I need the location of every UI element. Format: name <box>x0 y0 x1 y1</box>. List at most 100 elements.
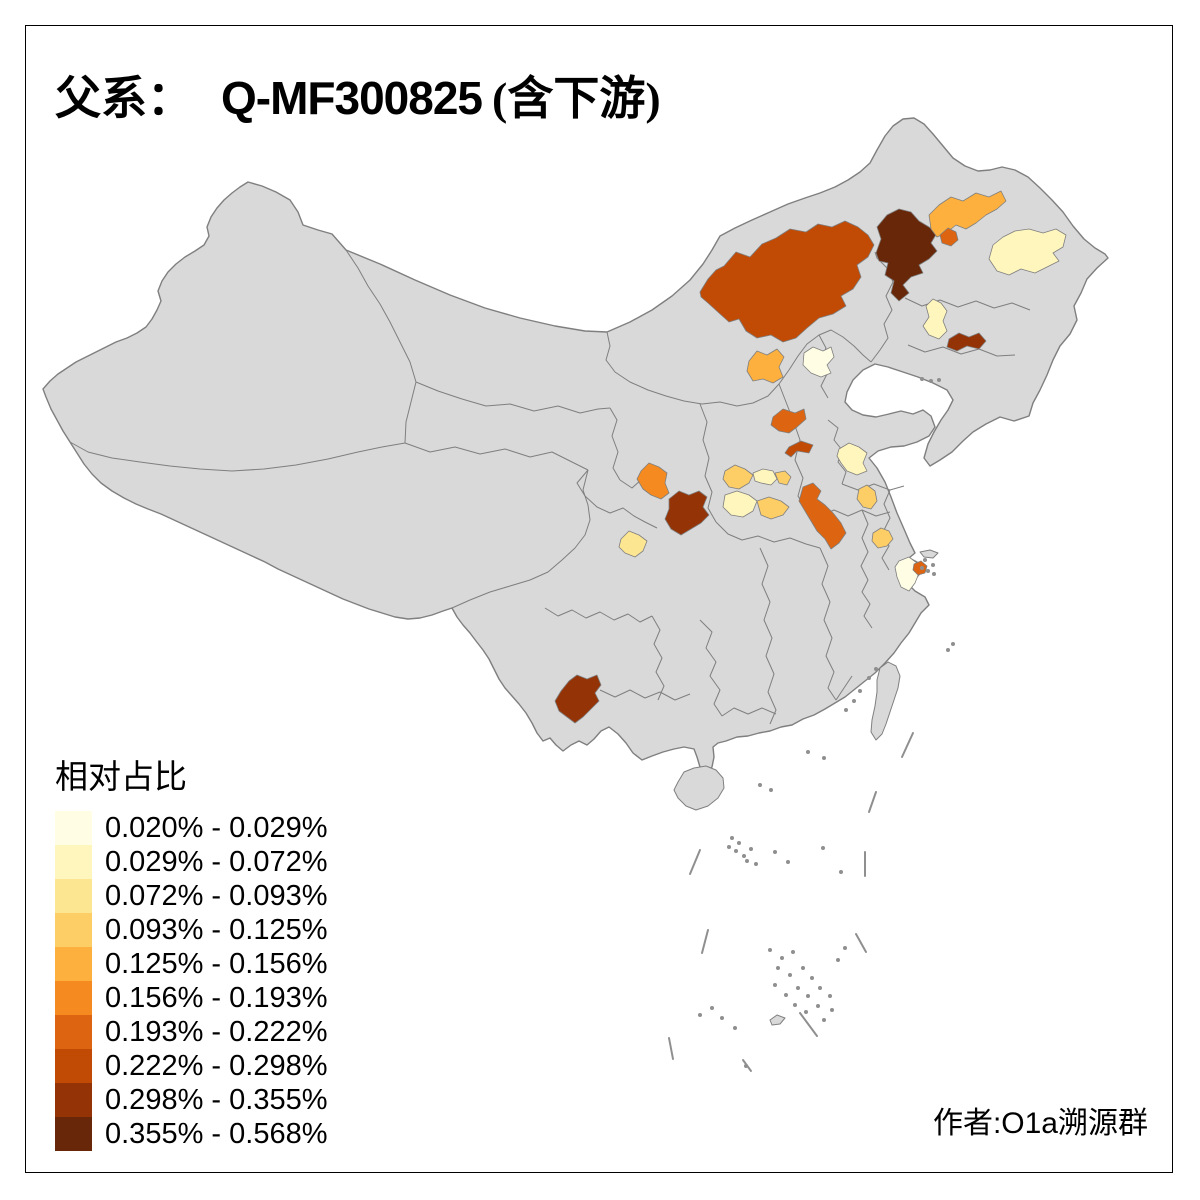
islet-44 <box>828 994 832 998</box>
islet-35 <box>776 966 780 970</box>
province-border-17 <box>904 297 1031 311</box>
legend-label-3: 0.072% - 0.093% <box>105 879 328 912</box>
legend-item-2: 0.029% - 0.072% <box>55 845 327 879</box>
region-zhumadian <box>756 496 790 520</box>
legend-swatch-6 <box>55 981 92 1015</box>
province-border-25 <box>651 615 665 701</box>
legend-title: 相对占比 <box>55 758 187 795</box>
islet-11 <box>858 689 862 693</box>
island-hainan <box>673 765 725 811</box>
islet-33 <box>780 956 784 960</box>
plot-title: 父系： Q-MF300825 (含下游) <box>55 62 661 128</box>
region-hubei-north <box>798 482 847 550</box>
legend-item-10: 0.355% - 0.568% <box>55 1117 327 1151</box>
legend-item-5: 0.125% - 0.156% <box>55 947 327 981</box>
title-haplogroup: Q-MF300825 <box>221 72 483 124</box>
islet-5 <box>920 566 924 570</box>
islet-12 <box>852 699 856 703</box>
legend-swatch-2 <box>55 845 92 879</box>
islet-31 <box>786 860 790 864</box>
islet-51 <box>698 1013 702 1017</box>
legend-item-7: 0.193% - 0.222% <box>55 1015 327 1049</box>
islet-1 <box>923 558 927 562</box>
province-border-14 <box>841 483 905 491</box>
region-xinzhou <box>770 408 807 434</box>
legend-label-5: 0.125% - 0.156% <box>105 947 328 980</box>
legend-item-1: 0.020% - 0.029% <box>55 811 327 845</box>
province-border-10 <box>699 403 717 523</box>
island-chongming <box>919 549 939 559</box>
islet-2 <box>931 563 935 567</box>
boundary-dash-9 <box>742 1059 752 1072</box>
islet-27 <box>769 788 773 792</box>
legend-label-8: 0.222% - 0.298% <box>105 1049 328 1082</box>
islet-56 <box>843 946 847 950</box>
islet-46 <box>804 1010 808 1014</box>
title-prefix: 父系： <box>55 73 193 124</box>
islet-24 <box>806 750 810 754</box>
region-suihua <box>939 227 959 247</box>
province-border-28 <box>721 707 777 717</box>
islet-45 <box>816 1004 820 1008</box>
islet-16 <box>730 836 734 840</box>
legend-item-4: 0.093% - 0.125% <box>55 913 327 947</box>
islet-28 <box>821 846 825 850</box>
legend-items: 0.020% - 0.029% 0.029% - 0.072% 0.072% - 0… <box>55 811 327 1151</box>
region-songyuan <box>922 298 948 340</box>
islet-18 <box>734 849 738 853</box>
province-border-18 <box>907 344 1016 357</box>
region-luoyang <box>752 468 778 486</box>
province-border-24 <box>599 689 691 701</box>
province-border-19 <box>715 521 821 549</box>
boundary-dash-6 <box>855 933 867 953</box>
region-nanyang <box>722 490 758 518</box>
islet-6 <box>920 377 924 381</box>
islet-13 <box>844 708 848 712</box>
boundary-dash-8 <box>668 1037 674 1060</box>
legend-swatch-4 <box>55 913 92 947</box>
islet-47 <box>793 1003 797 1007</box>
islet-53 <box>733 1026 737 1030</box>
region-tieling <box>946 332 987 352</box>
islet-15 <box>951 642 955 646</box>
islet-25 <box>822 756 826 760</box>
legend: 相对占比 0.020% - 0.029% 0.029% - 0.072% 0.072… <box>55 750 327 1151</box>
province-border-23 <box>544 607 653 623</box>
islet-9 <box>874 667 878 671</box>
islet-50 <box>710 1006 714 1010</box>
island-taiping-island <box>769 1014 786 1026</box>
islet-4 <box>932 572 936 576</box>
region-xingtai-sliver <box>784 440 814 458</box>
province-border-8 <box>576 469 658 529</box>
islet-22 <box>727 845 731 849</box>
islet-49 <box>822 1018 826 1022</box>
islet-39 <box>796 986 800 990</box>
islet-10 <box>867 676 871 680</box>
region-north-zhejiang <box>894 556 920 592</box>
legend-label-6: 0.156% - 0.193% <box>105 981 328 1014</box>
legend-swatch-1 <box>55 811 92 845</box>
region-hanzhong <box>664 490 710 536</box>
boundary-dash-7 <box>799 1012 818 1037</box>
province-border-6 <box>415 381 611 414</box>
islet-19 <box>742 854 746 858</box>
islet-17 <box>737 841 741 845</box>
title-suffix: (含下游) <box>492 73 661 124</box>
islet-43 <box>818 986 822 990</box>
region-mianyang <box>618 530 648 558</box>
islet-34 <box>791 950 795 954</box>
islet-41 <box>773 983 777 987</box>
islet-23 <box>754 862 758 866</box>
region-xuchang <box>774 470 792 486</box>
legend-label-7: 0.193% - 0.222% <box>105 1015 328 1048</box>
legend-label-2: 0.029% - 0.072% <box>105 845 328 878</box>
islet-7 <box>929 379 933 383</box>
boundary-dash-4 <box>689 849 701 875</box>
islet-20 <box>749 847 753 851</box>
islet-36 <box>788 973 792 977</box>
legend-swatch-7 <box>55 1015 92 1049</box>
island-taiwan <box>870 661 901 741</box>
legend-item-9: 0.298% - 0.355% <box>55 1083 327 1117</box>
